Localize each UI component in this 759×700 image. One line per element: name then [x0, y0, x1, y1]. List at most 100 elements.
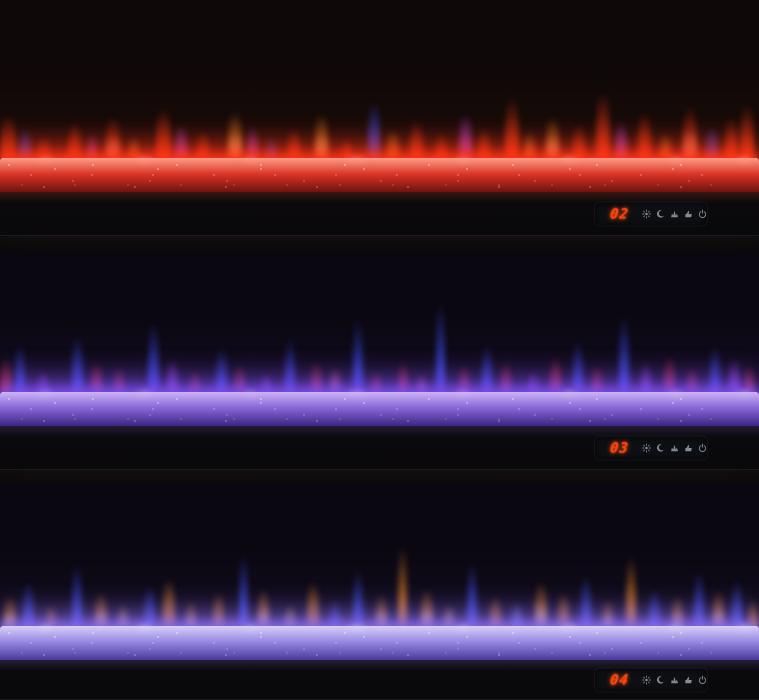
flame [648, 584, 660, 632]
crystal-ember-bed [0, 626, 759, 660]
flame [557, 588, 569, 632]
flame [284, 602, 295, 632]
flame [512, 598, 523, 632]
flame [91, 358, 103, 398]
flame [0, 109, 16, 164]
flame [284, 332, 295, 398]
firebox [0, 484, 759, 660]
control-display: 04 [595, 668, 707, 692]
control-display: 02 [595, 202, 707, 226]
flame [371, 368, 381, 398]
firebox [0, 0, 759, 192]
flame [747, 596, 758, 632]
wall-shadow [0, 236, 759, 250]
fireplace-unit-bottom: 04 [0, 484, 759, 700]
power-icon[interactable] [698, 675, 707, 685]
comfort-touch-icon[interactable] [684, 444, 693, 453]
brightness-icon[interactable] [641, 209, 651, 219]
flame [368, 94, 381, 164]
power-icon[interactable] [698, 209, 707, 219]
led-mode-readout: 04 [609, 672, 630, 688]
flame [129, 134, 140, 164]
flame [15, 338, 26, 398]
timer-moon-icon[interactable] [656, 210, 665, 219]
flame [504, 90, 519, 164]
flame-effect-icon[interactable] [670, 444, 679, 453]
led-mode-readout: 02 [609, 206, 630, 222]
flame [459, 362, 470, 398]
comfort-touch-icon[interactable] [684, 676, 693, 685]
flame [523, 128, 535, 164]
touch-controls [641, 443, 707, 453]
front-panel: 03 [0, 426, 759, 470]
flame [459, 108, 473, 164]
timer-moon-icon[interactable] [656, 444, 665, 453]
flame [398, 536, 408, 632]
flame [330, 596, 341, 632]
flame [37, 368, 48, 398]
timer-moon-icon[interactable] [656, 676, 665, 685]
flame [740, 98, 755, 164]
flame [144, 580, 156, 632]
flame [595, 84, 610, 164]
control-display: 03 [595, 436, 707, 460]
flame [113, 364, 124, 398]
flame [664, 352, 676, 398]
touch-controls [641, 675, 707, 685]
flame [686, 364, 697, 398]
flame [641, 358, 652, 398]
flame [352, 310, 363, 398]
front-panel: 04 [0, 660, 759, 700]
flame [155, 102, 171, 164]
front-panel: 02 [0, 192, 759, 236]
flame [227, 106, 242, 164]
fireplace-unit-top: 02 [0, 0, 759, 250]
flame [314, 108, 328, 164]
flame [235, 362, 246, 398]
brightness-icon[interactable] [641, 443, 651, 453]
flame [550, 352, 562, 398]
flame [592, 362, 603, 398]
comfort-touch-icon[interactable] [684, 210, 693, 219]
flame [398, 358, 409, 398]
flame [189, 368, 200, 398]
flame [330, 364, 341, 398]
flame [489, 592, 501, 632]
flame [683, 100, 698, 164]
led-mode-readout: 03 [609, 440, 630, 456]
flame [618, 306, 629, 398]
flame [626, 548, 637, 632]
flame [246, 122, 258, 164]
flame [72, 328, 84, 398]
flame [724, 112, 738, 164]
wall-shadow [0, 470, 759, 484]
flame [444, 602, 454, 632]
flame [637, 106, 651, 164]
flame [261, 370, 271, 398]
flame [436, 130, 448, 164]
flame [163, 572, 176, 632]
flame [671, 592, 683, 632]
flame [713, 586, 725, 632]
power-icon[interactable] [698, 443, 707, 453]
flame [72, 556, 83, 632]
flame-effect-icon[interactable] [670, 210, 679, 219]
crystal-ember-bed [0, 158, 759, 192]
flame [694, 564, 705, 632]
flame [212, 588, 224, 632]
flame [660, 130, 672, 164]
flame [45, 602, 56, 632]
flame [311, 358, 323, 398]
flame [258, 584, 270, 632]
flame [580, 568, 591, 632]
flame [466, 554, 477, 632]
flame [22, 576, 34, 632]
brightness-icon[interactable] [641, 675, 651, 685]
flame-effect-icon[interactable] [670, 676, 679, 685]
flame [527, 368, 538, 398]
flame [148, 314, 159, 398]
flame [573, 334, 584, 398]
flame [106, 112, 121, 164]
fireplace-unit-middle: 03 [0, 250, 759, 484]
